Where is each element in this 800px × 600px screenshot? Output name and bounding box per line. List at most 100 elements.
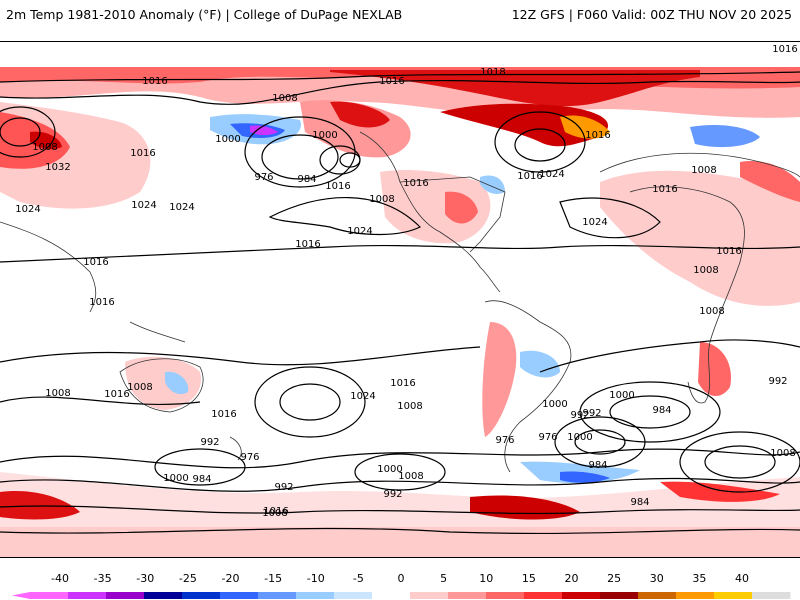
isobar-label: 984 bbox=[297, 174, 316, 185]
isobar-label: 1000 bbox=[215, 134, 240, 145]
legend-color-segment bbox=[220, 592, 259, 599]
isobar-label: 992 bbox=[383, 489, 402, 500]
isobar-label: 1008 bbox=[699, 306, 724, 317]
isobar-label: 1016 bbox=[130, 148, 155, 159]
legend-color-segment bbox=[30, 592, 69, 599]
legend-color-segment bbox=[258, 592, 297, 599]
isobar-label: 1016 bbox=[83, 257, 108, 268]
legend-min-arrow bbox=[12, 592, 30, 599]
isobar-label: 1016 bbox=[295, 239, 320, 250]
isobar-label: 1016 bbox=[379, 76, 404, 87]
legend-color-segment bbox=[524, 592, 563, 599]
legend-tick-label: -30 bbox=[136, 572, 155, 585]
isobar-label: 1016 bbox=[142, 76, 167, 87]
legend-tick-label: -10 bbox=[306, 572, 325, 585]
isobar-label: 1016 bbox=[652, 184, 677, 195]
isobar-label: 1016 bbox=[517, 171, 542, 182]
isobar-label: 1000 bbox=[542, 399, 567, 410]
isobar-label: 1008 bbox=[693, 265, 718, 276]
isobar-label: 1008 bbox=[272, 93, 297, 104]
legend-color-segment bbox=[144, 592, 183, 599]
isobar-label: 1016 bbox=[89, 297, 114, 308]
isobar-label: 976 bbox=[495, 435, 514, 446]
isobar-label: 1000 bbox=[377, 464, 402, 475]
color-legend: -40 -35 -30 -25 -20 -15 -10 -5 0 5 10 15 20 25 30 35 40 bbox=[0, 572, 800, 600]
isobar-label: 1016 bbox=[325, 181, 350, 192]
legend-color-segment bbox=[676, 592, 715, 599]
isobar-label: 1008 bbox=[45, 388, 70, 399]
isobar-label: 984 bbox=[652, 405, 671, 416]
legend-tick-label: -15 bbox=[264, 572, 283, 585]
legend-color-segment bbox=[334, 592, 373, 599]
isobar-label: 1016 bbox=[263, 506, 288, 517]
isobar-label: 1016 bbox=[403, 178, 428, 189]
legend-tick-label: 20 bbox=[564, 572, 579, 585]
isobar-label: 1024 bbox=[539, 169, 564, 180]
isobar-label: 1008 bbox=[262, 508, 287, 519]
legend-color-segment bbox=[448, 592, 487, 599]
isobar-label: 1032 bbox=[45, 162, 70, 173]
model-run-info: 12Z GFS | F060 Valid: 00Z THU NOV 20 202… bbox=[511, 7, 792, 22]
legend-tick-label: 0 bbox=[397, 572, 405, 585]
legend-tick-label: 40 bbox=[735, 572, 749, 585]
isobar-label: 984 bbox=[192, 474, 211, 485]
legend-color-segment bbox=[638, 592, 677, 599]
isobar-label: 1024 bbox=[169, 202, 194, 213]
header: 2m Temp 1981-2010 Anomaly (°F) | College… bbox=[0, 0, 800, 30]
isobar-label: 1008 bbox=[127, 382, 152, 393]
legend-color-segment bbox=[106, 592, 145, 599]
legend-tick-label: 35 bbox=[692, 572, 707, 585]
isobar-label: 1008 bbox=[691, 165, 716, 176]
isobar-label: 992 bbox=[200, 437, 219, 448]
legend-tick-label: 15 bbox=[521, 572, 536, 585]
isobar-label: 1024 bbox=[347, 226, 372, 237]
legend-color-segment bbox=[562, 592, 601, 599]
isobar-label: 976 bbox=[240, 452, 259, 463]
legend-color-segment bbox=[486, 592, 525, 599]
isobar-label: 1016 bbox=[390, 378, 415, 389]
legend-tick-label: -20 bbox=[221, 572, 240, 585]
isobar-label: 1000 bbox=[567, 432, 592, 443]
legend-tick-label: 25 bbox=[607, 572, 622, 585]
legend-color-segment bbox=[714, 592, 753, 599]
legend-color-segment bbox=[68, 592, 107, 599]
isobar-label: 1018 bbox=[480, 67, 505, 78]
isobar-label: 1024 bbox=[15, 204, 40, 215]
isobar-label: 984 bbox=[588, 460, 607, 471]
isobar-label: 992 bbox=[274, 482, 293, 493]
legend-tick-label: -25 bbox=[178, 572, 197, 585]
isobar-label: 992 bbox=[582, 408, 601, 419]
legend-colorbar bbox=[12, 592, 791, 599]
isobar-label: 1016 bbox=[104, 389, 129, 400]
legend-colorbar-segments bbox=[12, 592, 791, 599]
isobar-label: 1008 bbox=[369, 194, 394, 205]
legend-tick-label: -35 bbox=[93, 572, 112, 585]
legend-tick-label: 10 bbox=[479, 572, 494, 585]
isobar-label: 1008 bbox=[32, 142, 57, 153]
legend-color-segment bbox=[410, 592, 449, 599]
isobar-label: 984 bbox=[630, 497, 649, 508]
isobar-label: 992 bbox=[570, 410, 589, 421]
isobar-label: 1024 bbox=[131, 200, 156, 211]
isobar-label: 976 bbox=[538, 432, 557, 443]
legend-tick-label: -40 bbox=[51, 572, 69, 585]
legend-color-segment bbox=[372, 592, 411, 599]
anomaly-shading bbox=[0, 67, 800, 557]
legend-color-segment bbox=[752, 592, 791, 599]
legend-tick-label: 5 bbox=[440, 572, 448, 585]
map-title: 2m Temp 1981-2010 Anomaly (°F) | College… bbox=[6, 7, 403, 22]
isobar-label: 992 bbox=[768, 376, 787, 387]
isobar-label: 1000 bbox=[163, 473, 188, 484]
isobar-label: 1008 bbox=[398, 471, 423, 482]
isobar-label: 1000 bbox=[312, 130, 337, 141]
isobar-label: 976 bbox=[254, 172, 273, 183]
isobar-label: 1016 bbox=[772, 44, 797, 55]
legend-color-segment bbox=[600, 592, 639, 599]
legend-tick-label: -5 bbox=[352, 572, 364, 585]
legend-color-segment bbox=[296, 592, 335, 599]
isobar-label: 1024 bbox=[582, 217, 607, 228]
isobar-label: 1000 bbox=[609, 390, 634, 401]
isobar-label: 1016 bbox=[585, 130, 610, 141]
